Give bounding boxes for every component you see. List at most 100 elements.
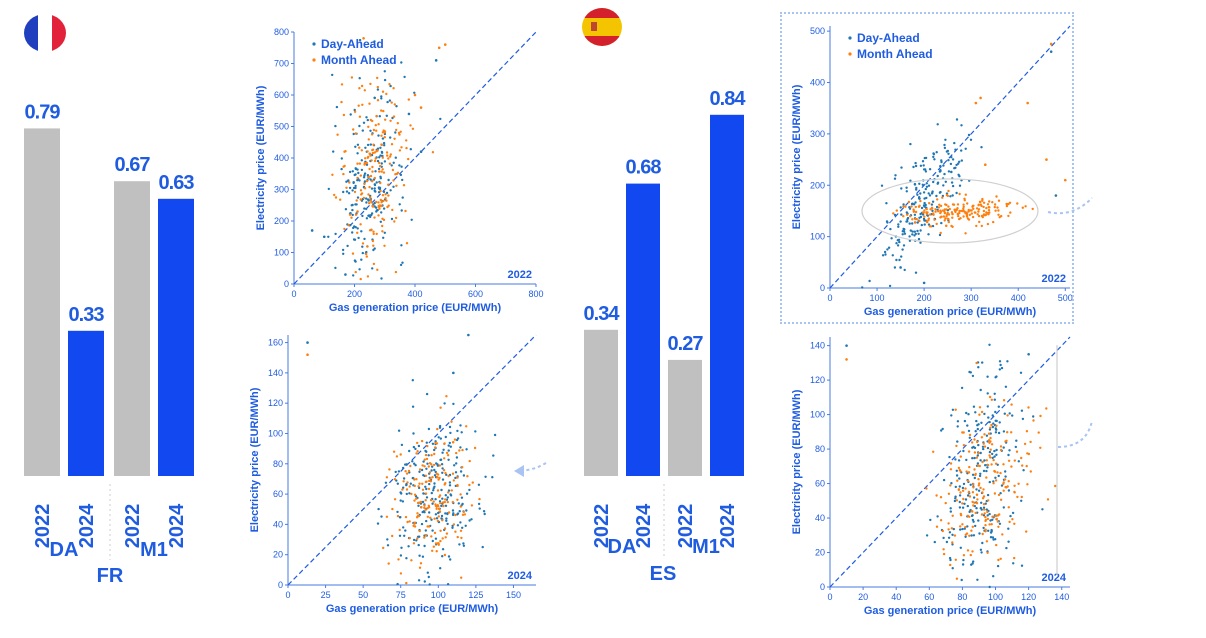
- scatter-point: [1008, 201, 1012, 204]
- scatter-point: [447, 444, 450, 447]
- scatter-point: [437, 511, 440, 515]
- scatter-point: [1010, 465, 1013, 468]
- scatter-point: [339, 198, 342, 201]
- scatter-point: [932, 152, 935, 155]
- scatter-point: [466, 475, 469, 478]
- legend-marker: [312, 42, 316, 46]
- scatter-point: [456, 476, 459, 479]
- scatter-point: [1046, 498, 1050, 501]
- scatter-point: [435, 505, 438, 508]
- scatter-point: [993, 203, 997, 206]
- scatter-point: [423, 504, 426, 507]
- scatter-point: [1002, 463, 1005, 466]
- scatter-point: [423, 465, 426, 468]
- scatter-point: [438, 464, 441, 467]
- scatter-point: [352, 226, 355, 230]
- scatter-point: [363, 161, 366, 165]
- scatter-point: [388, 162, 392, 165]
- scatter-point: [958, 477, 961, 480]
- year-tick-label: 2022: [122, 504, 144, 549]
- scatter-point: [351, 170, 354, 173]
- scatter-point: [396, 171, 400, 174]
- scatter-point: [926, 214, 929, 217]
- scatter-point: [885, 202, 888, 205]
- scatter-point: [958, 192, 961, 196]
- scatter-point: [431, 549, 434, 552]
- scatter-point: [380, 277, 383, 280]
- scatter-point: [376, 522, 380, 525]
- scatter-point: [985, 540, 989, 543]
- scatter-point: [1031, 207, 1034, 211]
- scatter-point: [909, 229, 912, 232]
- scatter-point: [1027, 406, 1030, 409]
- x-tick-label: 120: [1021, 592, 1036, 602]
- scatter-point: [423, 536, 426, 539]
- scatter-point: [383, 244, 386, 247]
- scatter-point: [918, 204, 921, 207]
- scatter-point: [446, 496, 449, 499]
- scatter-point: [456, 535, 459, 539]
- scatter-point: [955, 118, 959, 121]
- scatter-point: [471, 481, 474, 484]
- bar-value-label: 0.63: [159, 172, 195, 194]
- scatter-point: [460, 496, 464, 499]
- scatter-point: [433, 468, 436, 472]
- scatter-point: [980, 421, 983, 424]
- scatter-point: [903, 232, 907, 235]
- scatter-point: [905, 186, 908, 189]
- scatter-point: [408, 536, 411, 540]
- scatter-point: [432, 463, 436, 467]
- scatter-point: [1041, 508, 1044, 511]
- scatter-point: [461, 513, 465, 516]
- scatter-point: [988, 395, 992, 399]
- scatter-point: [366, 150, 369, 153]
- scatter-point: [983, 459, 986, 462]
- scatter-point: [940, 159, 943, 162]
- scatter-point: [925, 207, 928, 211]
- scatter-point: [424, 474, 428, 477]
- scatter-point: [446, 512, 449, 516]
- scatter-point: [909, 215, 912, 218]
- scatter-point: [989, 436, 992, 440]
- scatter-point: [948, 207, 951, 211]
- scatter-point: [1032, 415, 1035, 418]
- scatter-point: [363, 187, 367, 190]
- scatter-point: [408, 492, 411, 495]
- scatter-point: [429, 516, 432, 519]
- scatter-point: [345, 186, 348, 189]
- scatter-point: [953, 534, 957, 537]
- scatter-point: [960, 209, 963, 213]
- scatter-point: [940, 221, 943, 225]
- year-tick-label: 2022: [675, 504, 697, 549]
- scatter-point: [1007, 527, 1010, 530]
- year-tick-label: 2022: [32, 504, 54, 549]
- scatter-point: [976, 498, 979, 501]
- scatter-point: [382, 171, 386, 174]
- scatter-point: [401, 488, 404, 491]
- scatter-point: [416, 512, 419, 515]
- scatter-point: [923, 201, 926, 205]
- scatter-point: [379, 189, 382, 193]
- scatter-point: [461, 526, 464, 529]
- scatter-point: [979, 506, 982, 510]
- scatter-point: [987, 529, 990, 532]
- scatter-point: [436, 473, 440, 476]
- scatter-point: [1007, 453, 1010, 457]
- scatter-point: [958, 485, 961, 488]
- group-label: DA: [50, 539, 79, 561]
- scatter-point: [344, 273, 347, 276]
- scatter-point: [428, 511, 431, 514]
- scatter-point: [365, 207, 368, 211]
- scatter-point: [395, 105, 398, 108]
- scatter-point: [973, 456, 976, 460]
- scatter-point: [433, 485, 436, 488]
- scatter-point: [975, 507, 978, 510]
- x-tick-label: 100: [988, 592, 1003, 602]
- scatter-point: [372, 143, 375, 146]
- scatter-point: [427, 487, 431, 491]
- scatter-point: [459, 470, 463, 473]
- scatter-point: [371, 204, 374, 208]
- scatter-point: [901, 248, 904, 251]
- scatter-point: [361, 251, 364, 255]
- scatter-point: [955, 444, 958, 448]
